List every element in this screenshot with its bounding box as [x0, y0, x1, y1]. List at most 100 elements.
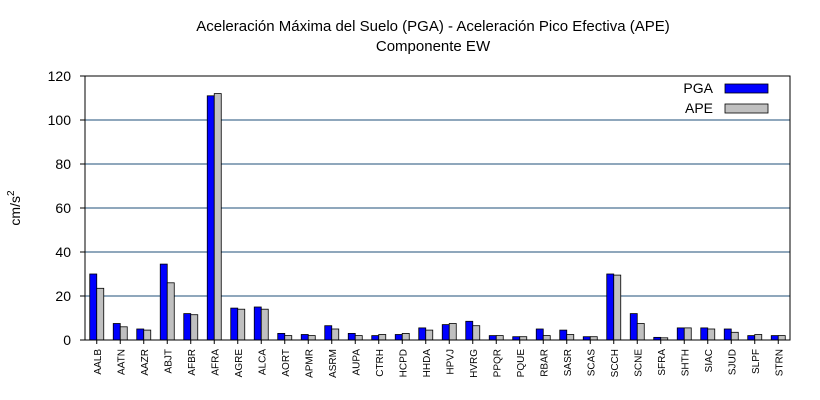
- y-axis-label-exponent: 2: [6, 190, 17, 196]
- y-axis-ticks: 0 20 40 60 80 100 120: [48, 68, 85, 348]
- bar-ape-hvrg: [472, 325, 481, 341]
- bar-ape-asrm: [331, 328, 340, 341]
- x-tick-label-hpvj: HPVJ: [445, 349, 456, 375]
- x-tick-label-sfra: SFRA: [657, 349, 668, 376]
- bar-pga-aort: [277, 332, 286, 341]
- x-tick-label-ctrh: CTRH: [375, 349, 386, 377]
- x-tick-label-hhda: HHDA: [422, 349, 433, 378]
- bar-pga-sjud: [723, 328, 732, 341]
- x-tick-label-scch: SCCH: [610, 349, 621, 377]
- bar-pga-agre: [230, 307, 239, 341]
- bar-pga-rbar: [535, 328, 544, 341]
- legend-label-ape: APE: [685, 100, 713, 116]
- bar-ape-alca: [260, 308, 269, 341]
- bar-pga-ctrh: [371, 335, 380, 341]
- y-tick-label-100: 100: [48, 112, 72, 128]
- bar-pga-asrm: [324, 325, 333, 341]
- y-axis-label-unit: cm/s: [7, 196, 23, 226]
- bar-ape-agre: [237, 308, 246, 341]
- x-tick-label-afra: AFRA: [210, 349, 221, 376]
- bar-pga-siac: [700, 327, 709, 341]
- legend-swatch-pga: [724, 83, 769, 94]
- bar-pga-hcpd: [394, 334, 403, 341]
- y-tick-label-120: 120: [48, 68, 72, 84]
- y-tick-label-60: 60: [55, 200, 71, 216]
- legend-swatch-ape: [724, 103, 769, 114]
- plot-frame: [84, 75, 791, 341]
- bar-ape-aatn: [119, 326, 128, 341]
- bar-ape-hhda: [425, 329, 434, 341]
- bar-pga-apmr: [300, 334, 309, 341]
- bar-ape-aazr: [143, 329, 152, 341]
- bar-pga-aazr: [136, 328, 145, 341]
- y-tick-label-40: 40: [55, 244, 71, 260]
- grid-lines: [85, 119, 790, 297]
- bar-ape-scne: [636, 323, 645, 341]
- bar-ape-afbr: [190, 314, 199, 341]
- x-tick-label-aalb: AALB: [93, 349, 104, 375]
- x-tick-label-aupa: AUPA: [351, 349, 362, 376]
- bar-pga-afbr: [183, 313, 192, 341]
- x-tick-label-hvrg: HVRG: [469, 349, 480, 378]
- chart-subtitle: Componente EW: [376, 38, 491, 55]
- x-tick-label-shth: SHTH: [680, 349, 691, 376]
- x-tick-label-rbar: RBAR: [539, 349, 550, 377]
- bar-ape-ctrh: [378, 334, 387, 341]
- x-tick-label-abjt: ABJT: [163, 349, 174, 373]
- x-tick-label-aatn: AATN: [116, 349, 127, 375]
- y-axis-label: cm/s2: [6, 190, 23, 226]
- x-tick-label-agre: AGRE: [234, 349, 245, 378]
- bar-pga-shth: [676, 327, 685, 341]
- bar-pga-scne: [629, 313, 638, 341]
- x-tick-label-aazr: AAZR: [140, 349, 151, 376]
- chart-title: Aceleración Máxima del Suelo (PGA) - Ace…: [196, 18, 670, 35]
- legend: PGA APE: [683, 80, 769, 116]
- svg-text:cm/s2: cm/s2: [6, 190, 23, 226]
- bar-pga-slpf: [747, 335, 756, 341]
- x-tick-label-alca: ALCA: [257, 349, 268, 375]
- y-tick-label-80: 80: [55, 156, 71, 172]
- bar-pga-aatn: [112, 323, 121, 341]
- bar-ape-siac: [707, 328, 716, 341]
- legend-label-pga: PGA: [683, 80, 713, 96]
- bar-pga-hpvj: [441, 324, 450, 341]
- x-tick-label-apmr: APMR: [304, 349, 315, 378]
- x-tick-label-hcpd: HCPD: [398, 349, 409, 377]
- x-tick-label-strn: STRN: [774, 349, 785, 376]
- x-tick-label-afbr: AFBR: [187, 349, 198, 376]
- x-tick-label-pque: PQUE: [516, 349, 527, 378]
- bar-ape-scch: [613, 274, 622, 341]
- bars: [89, 93, 786, 341]
- bar-ape-shth: [683, 327, 692, 341]
- x-tick-label-ppqr: PPQR: [492, 349, 503, 377]
- bar-pga-aupa: [347, 332, 356, 341]
- bar-pga-alca: [253, 306, 262, 341]
- y-tick-label-0: 0: [63, 332, 71, 348]
- bar-ape-ppqr: [495, 335, 504, 341]
- bar-pga-afra: [206, 95, 215, 341]
- bar-pga-hhda: [418, 327, 427, 341]
- bar-ape-aort: [284, 335, 293, 341]
- bar-ape-hcpd: [401, 332, 410, 341]
- bar-pga-strn: [770, 335, 779, 341]
- bar-ape-sasr: [566, 334, 575, 341]
- x-tick-label-aort: AORT: [281, 349, 292, 377]
- bar-ape-afra: [213, 93, 222, 341]
- bar-ape-sjud: [730, 331, 739, 341]
- bar-ape-slpf: [754, 334, 763, 341]
- bar-pga-abjt: [159, 263, 168, 341]
- x-tick-label-scne: SCNE: [633, 349, 644, 377]
- x-axis-categories: AALB AATN AAZR ABJT AFBR AFRA AGRE ALCA AORT APMR…: [93, 340, 785, 378]
- bar-pga-scch: [606, 273, 615, 341]
- x-tick-label-siac: SIAC: [704, 349, 715, 372]
- y-tick-label-20: 20: [55, 288, 71, 304]
- x-tick-label-sasr: SASR: [563, 349, 574, 376]
- bar-pga-aalb: [89, 273, 98, 341]
- bar-ape-strn: [777, 335, 786, 341]
- bar-ape-apmr: [307, 335, 316, 341]
- bar-ape-abjt: [166, 282, 175, 341]
- bar-pga-ppqr: [488, 335, 497, 341]
- bar-ape-hpvj: [448, 323, 457, 341]
- x-tick-label-scas: SCAS: [586, 349, 597, 377]
